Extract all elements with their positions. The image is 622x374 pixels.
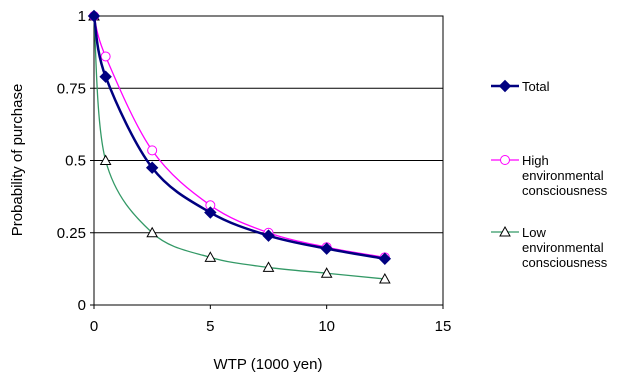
- data-point-total: [262, 229, 275, 242]
- data-point-low: [320, 267, 333, 278]
- data-point-total: [204, 206, 217, 219]
- x-axis-label: WTP (1000 yen): [214, 356, 323, 373]
- data-point-total: [99, 70, 112, 83]
- data-point-low: [378, 272, 391, 284]
- data-point-total: [87, 9, 101, 23]
- series: [87, 9, 392, 284]
- data-point-low: [99, 154, 112, 165]
- legend-label: Low: [522, 225, 546, 240]
- data-point-high: [147, 145, 158, 156]
- y-tick-label: 0.5: [65, 153, 86, 170]
- legend-label: High: [522, 153, 549, 168]
- data-point-total: [378, 252, 392, 265]
- legend-label: consciousness: [522, 255, 608, 270]
- legend-swatch-marker: [499, 225, 511, 237]
- legend-label: environmental: [522, 168, 604, 183]
- y-tick-label: 0: [78, 297, 86, 314]
- legend-swatch-marker: [498, 79, 512, 93]
- x-tick-label: 0: [90, 318, 98, 335]
- y-tick-label: 0.25: [57, 225, 86, 242]
- legend-label: environmental: [522, 240, 604, 255]
- data-point-low: [204, 251, 217, 262]
- x-tick-label: 5: [206, 318, 214, 335]
- data-point-total: [145, 161, 159, 174]
- legend: TotalHighenvironmentalconsciousnessLowen…: [491, 79, 608, 270]
- legend-item-total: Total: [491, 79, 550, 94]
- legend-label: Total: [522, 79, 550, 94]
- legend-swatch-marker: [500, 155, 510, 165]
- y-tick-label: 1: [78, 8, 86, 25]
- data-point-low: [146, 226, 159, 238]
- legend-label: consciousness: [522, 183, 608, 198]
- data-point-total: [320, 242, 333, 255]
- y-tick-label: 0.75: [57, 80, 86, 97]
- data-point-low: [262, 261, 275, 272]
- series-total: [87, 9, 392, 265]
- data-point-high: [100, 51, 111, 62]
- x-tick-label: 15: [435, 318, 452, 335]
- x-tick-label: 10: [318, 318, 335, 335]
- y-axis-label: Probability of purchase: [9, 84, 26, 237]
